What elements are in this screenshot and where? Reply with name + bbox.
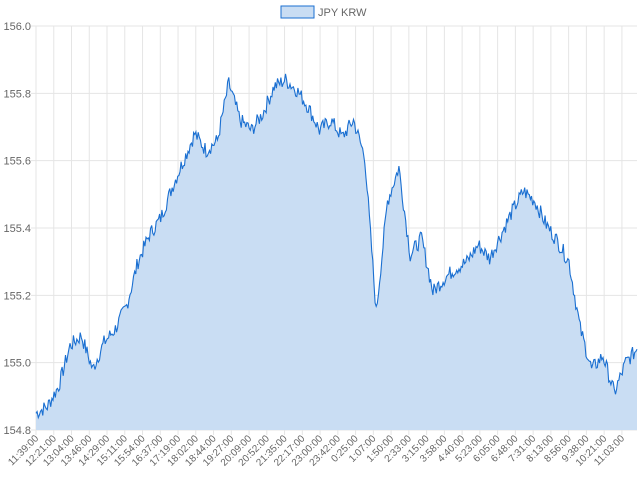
legend-swatch — [280, 5, 315, 19]
y-tick-label: 155.8 — [3, 88, 31, 100]
y-tick-label: 155.2 — [3, 290, 31, 302]
y-tick-label: 154.8 — [3, 425, 31, 437]
area-fill — [36, 73, 637, 431]
y-axis: 154.8 155.0 155.2 155.4 155.6 155.8 156.0 — [3, 21, 31, 437]
y-tick-label: 155.0 — [3, 358, 31, 370]
y-tick-label: 155.6 — [3, 156, 31, 168]
y-tick-label: 156.0 — [3, 21, 31, 33]
legend[interactable]: JPY KRW — [280, 5, 367, 19]
x-axis: 11:39:0012:21:0013:04:0013:46:0014:29:00… — [6, 433, 627, 469]
series-line — [35, 73, 638, 420]
y-tick-label: 155.4 — [3, 223, 31, 235]
legend-label: JPY KRW — [318, 7, 367, 19]
